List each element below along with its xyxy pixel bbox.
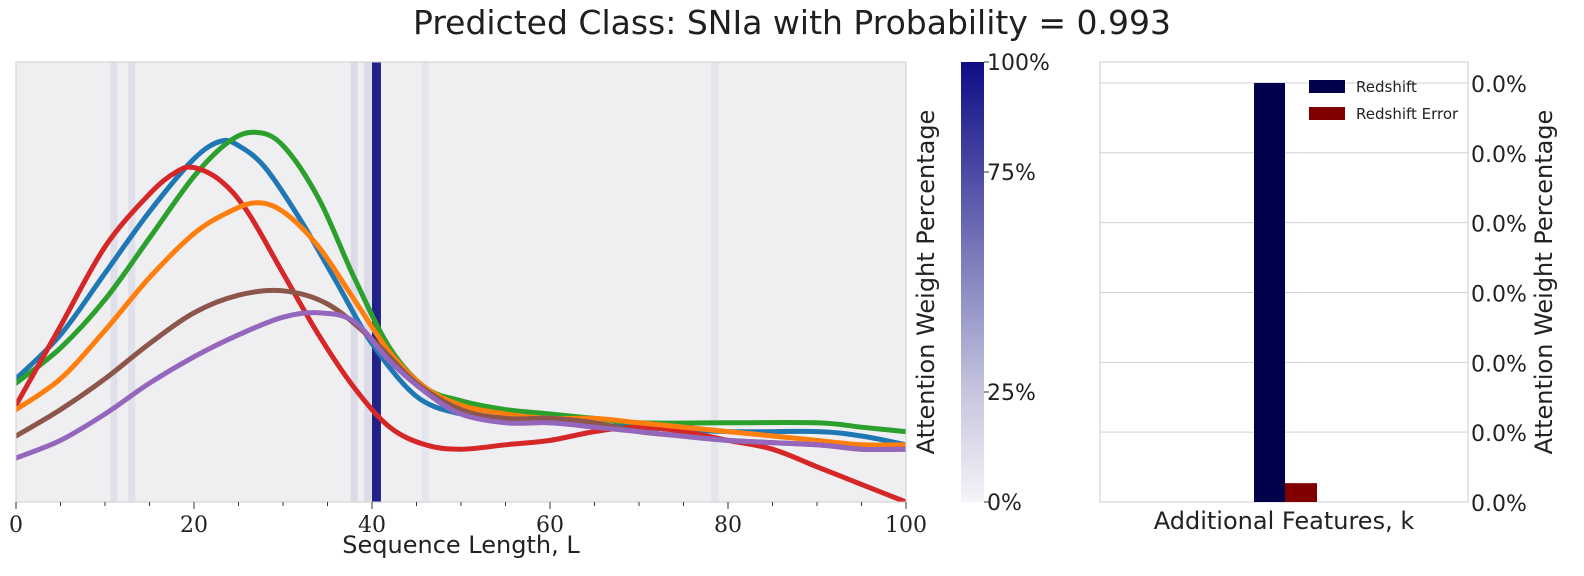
x-tick-label: 60 — [536, 513, 564, 538]
bar-redshift-error — [1285, 483, 1317, 502]
line-plot-area — [16, 62, 906, 502]
attention-band-1 — [128, 62, 136, 502]
colorbar-label: Attention Weight Percentage — [912, 110, 940, 455]
x-tick-label: 80 — [714, 513, 742, 538]
legend-label: Redshift — [1356, 78, 1417, 96]
x-tick-label: 0 — [9, 513, 23, 538]
series-line-3 — [16, 200, 906, 448]
x-axis-label: Sequence Length, L — [342, 531, 580, 559]
colorbar-tick-label: 75% — [987, 161, 1036, 186]
legend: Redshift Redshift Error — [1309, 78, 1459, 123]
legend-label: Redshift Error — [1356, 105, 1459, 123]
series-line-1 — [16, 129, 906, 435]
colorbar — [961, 62, 984, 502]
x-axis-ticks: 0 20 40 60 80 100 — [9, 502, 927, 538]
attention-band-6 — [711, 62, 719, 502]
x-tick-label: 40 — [358, 513, 386, 538]
colorbar-tick-label: 100% — [987, 51, 1050, 76]
x-tick-label: 100 — [885, 513, 927, 538]
bar-y-axis-label: Attention Weight Percentage — [1530, 110, 1558, 455]
attention-band-5 — [421, 62, 429, 502]
bar-y-tick-label: 0.0% — [1471, 422, 1527, 447]
bar-y-tick-label: 0.0% — [1471, 213, 1527, 238]
colorbar-tick-label: 25% — [987, 381, 1036, 406]
bar-redshift — [1254, 82, 1285, 502]
bars — [1254, 82, 1317, 502]
attention-band-0 — [110, 62, 118, 502]
bar-y-tick-label: 0.0% — [1471, 143, 1527, 168]
bar-y-tick-label: 0.0% — [1471, 73, 1527, 98]
colorbar-ticks: 0% 25% 75% 100% — [984, 51, 1050, 516]
legend-swatch — [1309, 80, 1345, 93]
light-curves — [16, 129, 906, 502]
attention-band-4 — [371, 62, 381, 502]
bar-y-tick-label: 0.0% — [1471, 352, 1527, 377]
series-line-5 — [16, 310, 906, 461]
bar-y-ticks: 0.0% 0.0% 0.0% 0.0% 0.0% 0.0% 0.0% — [1471, 73, 1527, 517]
attention-band-3 — [364, 62, 372, 502]
bar-y-tick-label: 0.0% — [1471, 282, 1527, 307]
bar-x-axis-label: Additional Features, k — [1154, 507, 1415, 535]
x-tick-label: 20 — [180, 513, 208, 538]
chart-title: Predicted Class: SNIa with Probability =… — [413, 3, 1171, 42]
legend-swatch — [1309, 107, 1345, 120]
colorbar-tick-label: 0% — [987, 491, 1022, 516]
bar-y-tick-label: 0.0% — [1471, 492, 1527, 517]
